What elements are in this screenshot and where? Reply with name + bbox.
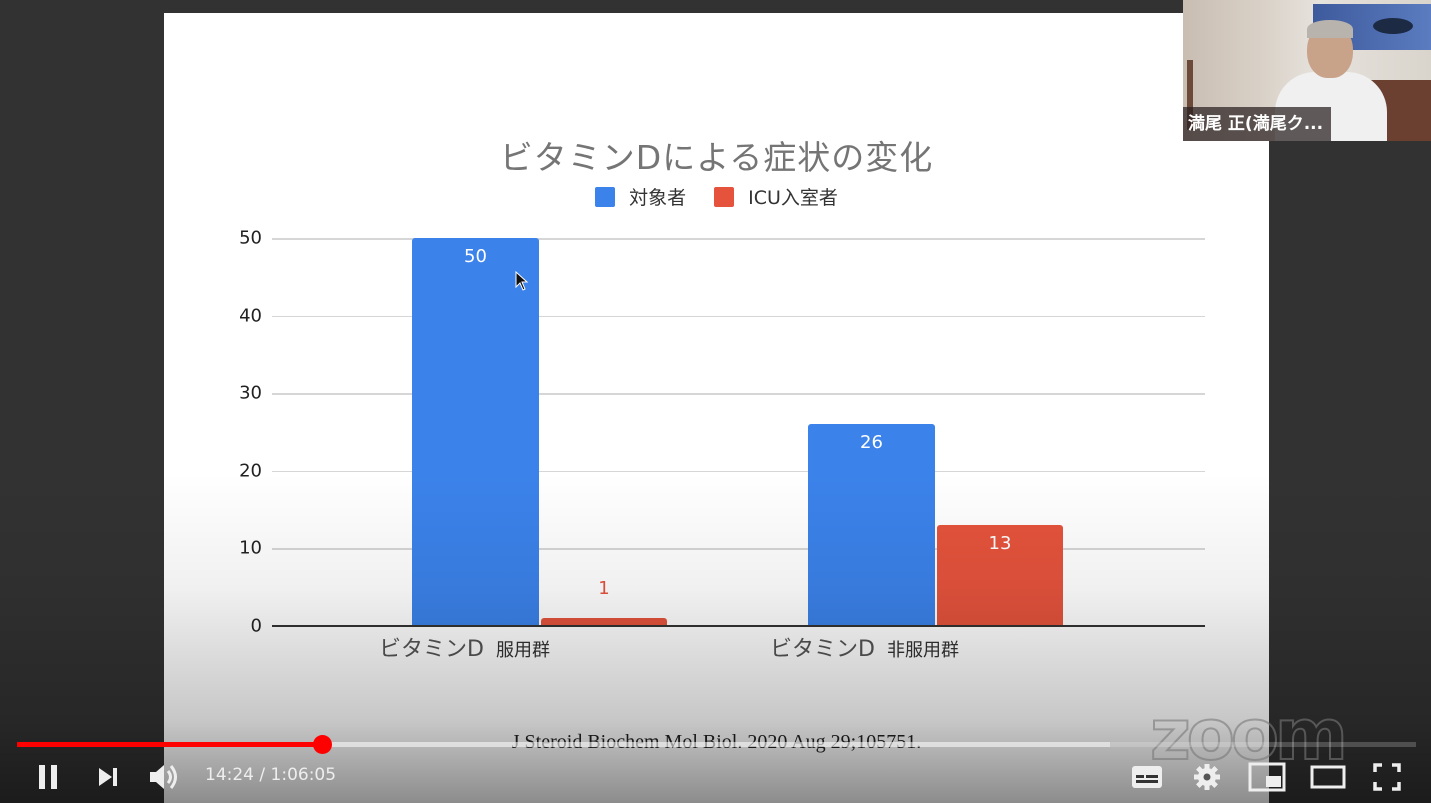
volume-button[interactable] (147, 760, 183, 794)
y-tick-label: 20 (239, 460, 262, 482)
x-category-label-nontaking: ビタミンD 非服用群 (770, 631, 959, 663)
fullscreen-icon (1373, 763, 1401, 791)
theater-mode-icon (1310, 765, 1346, 789)
legend-item-subjects: 対象者 (595, 183, 686, 210)
presentation-slide: ビタミンDによる症状の変化 対象者 ICU入室者 50 40 30 20 10 … (164, 13, 1269, 803)
settings-button[interactable] (1190, 760, 1224, 794)
pause-button[interactable] (30, 760, 66, 794)
legend-label: ICU入室者 (748, 187, 838, 209)
time-display: 14:24 / 1:06:05 (205, 765, 337, 785)
bar-taking-icu: 1 (541, 578, 667, 626)
legend-swatch-red (714, 186, 735, 207)
bar-value-label: 1 (598, 578, 610, 600)
zoom-watermark: zoom (1149, 694, 1349, 776)
y-tick-label: 0 (250, 615, 262, 637)
category-main: ビタミンD (770, 637, 875, 662)
gridline-40 (272, 315, 1205, 318)
speaker-hair (1307, 20, 1353, 38)
chart-legend: 対象者 ICU入室者 (164, 183, 1269, 210)
x-category-label-taking: ビタミンD 服用群 (379, 631, 550, 663)
gridline-50 (272, 238, 1205, 240)
bar-nontaking-icu: 13 (937, 525, 1063, 626)
progress-buffered (17, 742, 1110, 747)
bar-nontaking-subjects: 26 (808, 424, 935, 626)
gridline-30 (272, 393, 1205, 395)
miniplayer-button[interactable] (1247, 760, 1287, 794)
theater-mode-button[interactable] (1308, 760, 1348, 794)
gridline-20 (272, 470, 1205, 473)
chart-title: ビタミンDによる症状の変化 (499, 138, 934, 177)
pause-icon (39, 765, 57, 789)
next-button[interactable] (92, 760, 124, 794)
mouse-cursor-icon (515, 271, 529, 291)
chair (1187, 60, 1193, 130)
miniplayer-icon (1248, 762, 1286, 792)
y-tick-label: 50 (239, 227, 262, 249)
subtitles-icon (1132, 766, 1162, 788)
category-sub: 服用群 (495, 640, 550, 661)
progress-bar[interactable] (17, 735, 1416, 754)
progress-scrubber-handle[interactable] (312, 735, 332, 754)
legend-label: 対象者 (629, 187, 687, 209)
citation-text: J Steroid Biochem Mol Biol. 2020 Aug 29;… (511, 731, 922, 753)
y-tick-label: 10 (239, 537, 262, 559)
category-main: ビタミンD (379, 637, 484, 662)
subtitles-button[interactable] (1129, 760, 1165, 794)
gridline-10 (272, 548, 1205, 550)
participant-video-tile[interactable]: 満尾 正(満尾ク... (1183, 0, 1431, 141)
next-icon (99, 768, 117, 786)
bar-taking-subjects: 50 (412, 238, 539, 626)
bar-value-label: 50 (464, 246, 487, 267)
bar-chart-plot: 50 40 30 20 10 0 50 1 26 13 ビタミンD (239, 228, 1205, 662)
progress-played (17, 742, 322, 747)
y-tick-label: 40 (239, 305, 262, 327)
bar-value-label: 26 (860, 432, 883, 454)
legend-swatch-blue (595, 186, 616, 207)
fullscreen-button[interactable] (1369, 760, 1405, 794)
bar-value-label: 13 (988, 533, 1012, 555)
gear-icon (1194, 764, 1220, 790)
participant-name: 満尾 正(満尾ク... (1183, 107, 1332, 141)
y-tick-label: 30 (239, 382, 262, 404)
legend-item-icu: ICU入室者 (714, 183, 838, 210)
category-sub: 非服用群 (886, 640, 959, 661)
x-axis-line (272, 625, 1205, 627)
volume-icon (150, 765, 177, 789)
